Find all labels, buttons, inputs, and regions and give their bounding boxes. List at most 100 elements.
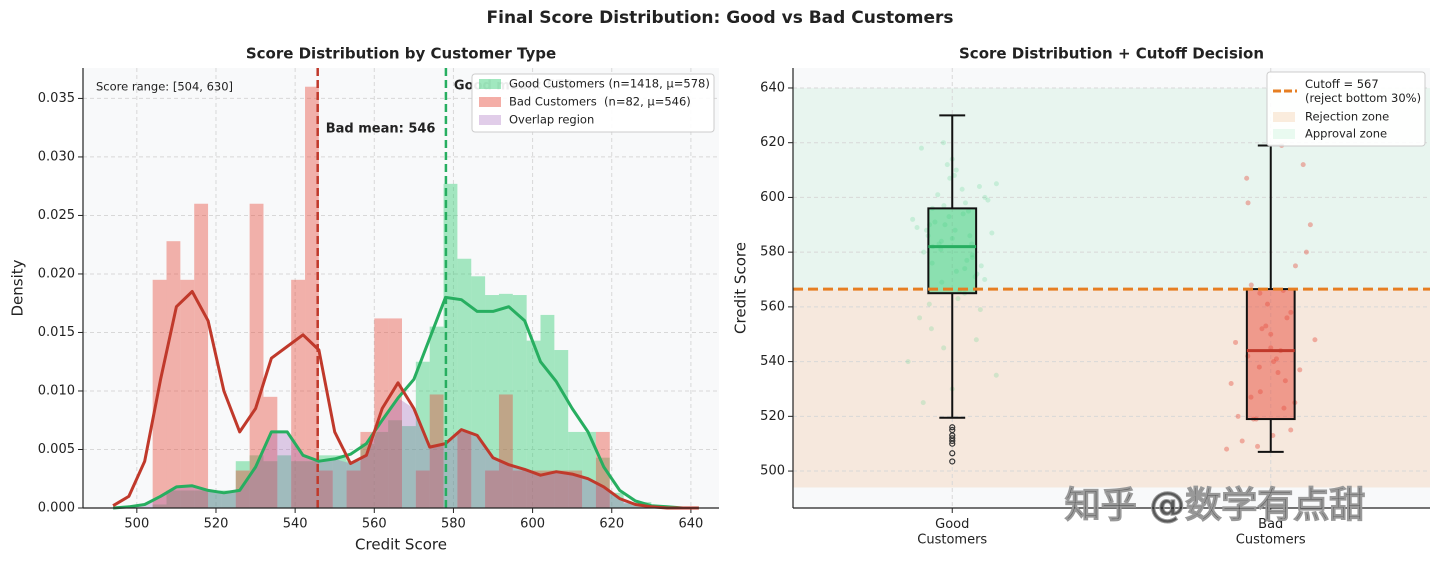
- jitter-point: [941, 345, 947, 351]
- kde-line: [112, 290, 699, 510]
- y-tick-label: 560: [760, 299, 785, 314]
- x-tick-label: 580: [441, 517, 466, 532]
- outlier: [949, 437, 956, 445]
- histogram-bar: [401, 426, 416, 508]
- histogram-bar: [415, 361, 430, 508]
- histogram-bar: [166, 490, 181, 508]
- histogram-bar: [415, 470, 430, 508]
- jitter-point: [1248, 282, 1254, 288]
- jitter-point: [978, 263, 984, 269]
- jitter-point: [940, 140, 946, 146]
- histogram-bar: [263, 396, 278, 508]
- y-axis-label: Density: [9, 259, 27, 316]
- histogram-bar: [623, 503, 638, 508]
- histogram-bar: [360, 443, 375, 508]
- y-tick-label: 0.005: [38, 442, 75, 457]
- histogram-bar: [526, 470, 541, 508]
- zone: [793, 289, 1430, 488]
- histogram-bar: [485, 295, 499, 508]
- jitter-point: [1235, 413, 1241, 419]
- histogram-bar: [152, 279, 167, 508]
- histogram-bar: [208, 490, 222, 508]
- x-tick-label: Good Customers: [917, 517, 987, 548]
- x-tick-label: 500: [124, 517, 149, 532]
- histogram-bar: [388, 318, 402, 508]
- jitter-point: [973, 337, 979, 343]
- jitter-point: [955, 296, 961, 302]
- histogram-bar: [485, 470, 499, 508]
- y-tick-label: 600: [760, 190, 785, 205]
- jitter-point: [977, 307, 983, 313]
- jitter-point: [1224, 446, 1230, 452]
- y-tick-label: 0.025: [38, 208, 75, 223]
- y-tick-label: 520: [760, 409, 785, 424]
- jitter-point: [989, 230, 995, 236]
- jitter-point: [921, 249, 927, 255]
- jitter-point: [918, 145, 924, 151]
- jitter-point: [1245, 200, 1251, 206]
- histogram-bar: [166, 241, 181, 509]
- histogram-bar: [457, 431, 472, 508]
- mean-label: Bad mean: 546: [326, 122, 436, 137]
- jitter-point: [1233, 339, 1239, 345]
- histogram-bar: [360, 431, 375, 508]
- jitter-point: [1244, 175, 1250, 181]
- legend-box: [471, 73, 715, 133]
- legend-swatch: [479, 79, 501, 89]
- x-tick-label: 600: [520, 517, 545, 532]
- jitter-point: [914, 225, 920, 231]
- jitter-point: [935, 192, 941, 198]
- y-tick-label: 0.020: [38, 266, 75, 281]
- chart-title: Score Distribution + Cutoff Decision: [959, 45, 1264, 63]
- x-tick-label: 620: [599, 517, 624, 532]
- histogram-bar: [512, 295, 527, 508]
- histogram-bar: [512, 470, 527, 508]
- x-tick-label: 520: [204, 517, 229, 532]
- histogram-bar: [540, 314, 555, 508]
- legend-label: Bad Customers (n=82, μ=546): [509, 95, 691, 109]
- jitter-point: [985, 197, 991, 203]
- jitter-point: [959, 186, 965, 192]
- y-tick-label: 540: [760, 354, 785, 369]
- outlier: [949, 440, 956, 447]
- histogram-bar: [498, 293, 513, 508]
- histogram-bar: [526, 340, 541, 508]
- histogram-bar: [346, 470, 361, 508]
- histogram-bar: [318, 455, 333, 508]
- y-tick-label: 0.010: [38, 383, 75, 398]
- histogram-bar: [194, 203, 209, 508]
- histogram-bar: [554, 470, 569, 508]
- jitter-point: [982, 194, 988, 200]
- legend-swatch: [479, 115, 501, 125]
- histogram-bar: [554, 350, 569, 508]
- histogram-bar: [305, 86, 319, 509]
- histogram-bar: [277, 455, 292, 508]
- x-tick-label: 540: [283, 517, 308, 532]
- legend-label: Approval zone: [1305, 127, 1387, 141]
- histogram-bar: [346, 461, 361, 508]
- histogram-bar: [194, 490, 209, 508]
- y-tick-label: 580: [760, 245, 785, 260]
- y-tick-label: 0.030: [38, 149, 75, 164]
- jitter-point: [1288, 427, 1294, 433]
- box: [1245, 288, 1296, 421]
- legend-swatch: [1273, 129, 1295, 139]
- y-tick-label: 0.035: [38, 91, 75, 106]
- x-axis-label: Credit Score: [355, 536, 447, 554]
- histogram-bar: [471, 276, 486, 508]
- outlier: [949, 450, 956, 457]
- histogram-bar: [332, 455, 347, 508]
- jitter-point: [1307, 222, 1313, 228]
- jitter-point: [920, 400, 926, 406]
- histogram-bar: [180, 279, 195, 508]
- outlier: [949, 424, 956, 431]
- annotation: Score range: [504, 630]: [96, 80, 233, 94]
- watermark: 知乎 @数学有点甜: [1065, 484, 1366, 526]
- histogram-bar: [429, 394, 444, 508]
- histogram-bar: [291, 461, 306, 508]
- jitter-point: [1300, 162, 1306, 168]
- jitter-point: [1255, 443, 1261, 449]
- histogram-bar: [318, 470, 333, 508]
- legend-label: Overlap region: [509, 113, 594, 127]
